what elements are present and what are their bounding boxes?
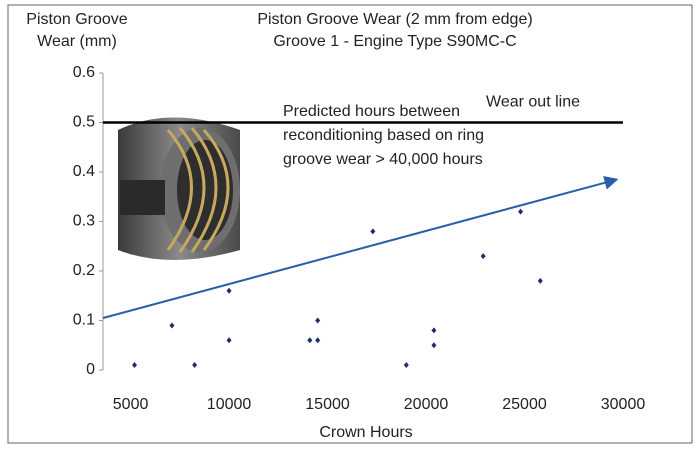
point bbox=[537, 277, 543, 284]
chart-title: Groove 1 - Engine Type S90MC-C bbox=[273, 33, 516, 50]
point bbox=[370, 228, 376, 235]
point bbox=[315, 317, 321, 324]
y-tick-label: 0.6 bbox=[73, 64, 95, 81]
point bbox=[226, 337, 232, 344]
y-tick-label: 0.2 bbox=[73, 262, 95, 279]
point bbox=[226, 287, 232, 294]
x-axis-title: Crown Hours bbox=[319, 424, 412, 441]
y-axis-title: Wear (mm) bbox=[37, 33, 117, 50]
y-tick-label: 0.5 bbox=[73, 114, 95, 131]
point bbox=[192, 362, 198, 369]
point bbox=[403, 362, 409, 369]
x-tick-label: 25000 bbox=[502, 396, 547, 413]
x-tick-label: 15000 bbox=[305, 396, 350, 413]
piston-image bbox=[118, 117, 240, 260]
x-tick-label: 10000 bbox=[207, 396, 252, 413]
chart-title: Piston Groove Wear (2 mm from edge) bbox=[257, 11, 532, 28]
y-tick-label: 0 bbox=[86, 361, 95, 378]
point bbox=[480, 253, 486, 260]
annotation: reconditioning based on ring bbox=[283, 127, 484, 144]
point bbox=[315, 337, 321, 344]
point bbox=[169, 322, 175, 329]
point bbox=[431, 342, 437, 349]
annotation: Predicted hours between bbox=[283, 103, 460, 120]
point bbox=[307, 337, 313, 344]
y-tick-label: 0.3 bbox=[73, 213, 95, 230]
point bbox=[132, 362, 138, 369]
annotation: groove wear > 40,000 hours bbox=[283, 151, 483, 168]
y-tick-label: 0.1 bbox=[73, 312, 95, 329]
y-tick-label: 0.4 bbox=[73, 163, 95, 180]
y-axis-title: Piston Groove bbox=[26, 11, 127, 28]
x-tick-label: 20000 bbox=[404, 396, 449, 413]
x-tick-label: 5000 bbox=[113, 396, 149, 413]
wear-out-label: Wear out line bbox=[486, 94, 580, 111]
frame bbox=[7, 4, 693, 444]
x-tick-label: 30000 bbox=[601, 396, 646, 413]
point bbox=[431, 327, 437, 334]
point bbox=[518, 208, 524, 215]
trend-line bbox=[102, 175, 619, 319]
